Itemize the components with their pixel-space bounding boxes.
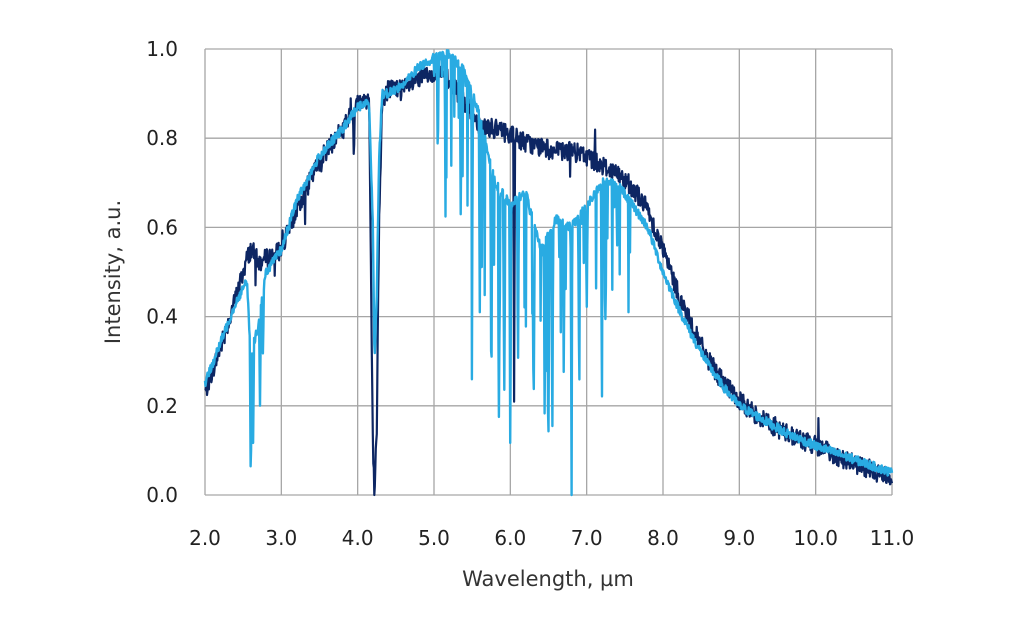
- x-tick-label: 5.0: [418, 526, 450, 550]
- x-axis-label: Wavelength, µm: [462, 567, 634, 591]
- x-tick-label: 10.0: [793, 526, 838, 550]
- y-tick-label: 0.2: [146, 394, 178, 418]
- series-line-light: [203, 49, 894, 497]
- y-tick-label: 0.0: [146, 483, 178, 507]
- y-axis-ticks: 0.0 0.2 0.4 0.6 0.8 1.0: [146, 37, 178, 507]
- x-tick-label: 7.0: [571, 526, 603, 550]
- x-tick-label: 6.0: [494, 526, 526, 550]
- y-tick-label: 0.4: [146, 305, 178, 329]
- x-tick-label: 9.0: [723, 526, 755, 550]
- x-tick-label: 8.0: [647, 526, 679, 550]
- y-tick-label: 0.6: [146, 215, 178, 239]
- series-layer: [203, 49, 894, 497]
- y-tick-label: 0.8: [146, 126, 178, 150]
- x-tick-label: 2.0: [189, 526, 221, 550]
- x-axis-ticks: 2.0 3.0 4.0 5.0 6.0 7.0 8.0 9.0 10.0 11.0: [189, 526, 914, 550]
- x-tick-label: 3.0: [265, 526, 297, 550]
- y-axis-label: Intensity, a.u.: [101, 200, 125, 344]
- x-tick-label: 4.0: [342, 526, 374, 550]
- y-tick-label: 1.0: [146, 37, 178, 61]
- x-tick-label: 11.0: [870, 526, 915, 550]
